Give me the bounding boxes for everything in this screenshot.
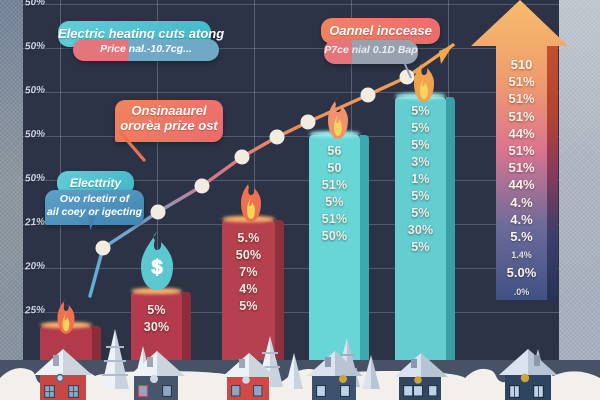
svg-text:$: $ [151,257,162,279]
